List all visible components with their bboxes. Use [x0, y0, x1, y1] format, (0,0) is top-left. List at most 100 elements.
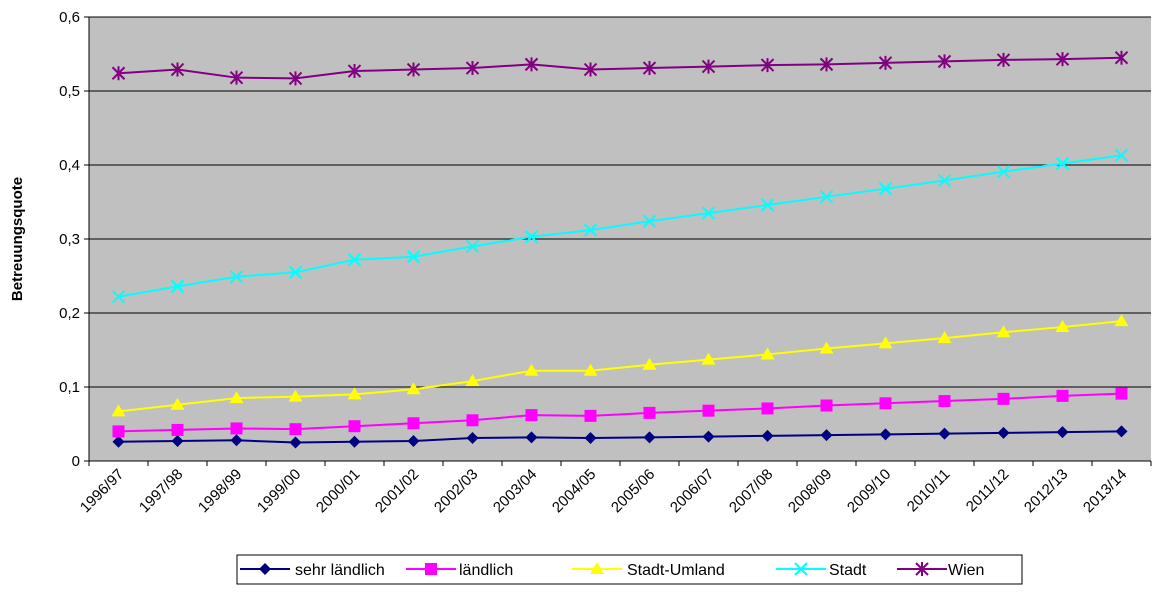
data-point [406, 250, 421, 264]
data-point [347, 64, 362, 79]
x-axis: 1996/97 1997/98 1998/99 1999/00 2000/01 2001/… [77, 460, 1152, 516]
data-point [583, 363, 598, 376]
x-tick-label: 2006/07 [667, 466, 717, 516]
data-point [937, 173, 952, 188]
x-tick-label: 2011/12 [963, 466, 1013, 516]
y-tick-label: 0,4 [59, 157, 80, 174]
data-point [642, 61, 657, 76]
x-tick-label: 2007/08 [726, 466, 776, 516]
data-point [289, 436, 302, 449]
data-point [112, 435, 125, 448]
data-point [170, 279, 185, 294]
x-tick-label: 2000/01 [313, 466, 363, 516]
gridlines [89, 16, 1151, 388]
data-point [643, 406, 656, 419]
data-point [229, 391, 244, 404]
data-point [465, 61, 480, 76]
y-tick-label: 0,6 [59, 9, 80, 26]
series-line [118, 430, 1122, 444]
series-group [111, 50, 1129, 86]
x-tick-label: 2005/06 [608, 466, 658, 516]
data-point [288, 71, 303, 86]
data-point [996, 325, 1011, 338]
series-group [112, 387, 1128, 438]
y-tick-label: 0,5 [59, 83, 80, 100]
data-point [288, 389, 303, 402]
data-point [915, 562, 929, 576]
legend-label: Stadt-Umland [627, 562, 725, 579]
data-point [525, 409, 538, 422]
data-point [878, 55, 893, 70]
data-point [289, 423, 302, 436]
data-point [1055, 320, 1070, 333]
data-point [347, 253, 362, 267]
legend-item: sehr ländlich [240, 562, 385, 579]
data-point [347, 387, 362, 400]
data-point [465, 239, 480, 254]
data-point [170, 397, 185, 410]
data-point [819, 341, 834, 354]
y-axis-title: Betreuungsquote [9, 177, 26, 301]
series-line [118, 56, 1122, 80]
data-point [584, 432, 597, 445]
data-point [525, 431, 538, 444]
legend-label: Wien [948, 562, 984, 579]
x-tick-label: 2004/05 [549, 466, 599, 516]
data-point [111, 290, 126, 304]
data-point [761, 429, 774, 442]
data-point [259, 563, 271, 575]
data-point [230, 434, 243, 447]
data-point [937, 54, 952, 69]
data-point [879, 397, 892, 410]
data-point [229, 70, 244, 85]
data-point [1114, 314, 1129, 327]
data-point [583, 223, 598, 237]
series-group [111, 148, 1129, 304]
x-tick-label: 1997/98 [136, 466, 186, 516]
legend-item: Stadt-Umland [572, 562, 725, 579]
data-point [820, 429, 833, 442]
data-point [878, 181, 893, 196]
data-point [1056, 389, 1069, 402]
y-tick-label: 0,1 [59, 379, 80, 396]
data-point [288, 265, 303, 280]
data-point [642, 357, 657, 370]
data-point [819, 57, 834, 72]
data-point [583, 62, 598, 77]
data-point [1055, 52, 1070, 67]
legend-label: Stadt [829, 562, 867, 579]
data-point [406, 382, 421, 395]
data-point [760, 198, 775, 212]
legend-label: sehr ländlich [295, 562, 385, 579]
data-point [701, 206, 716, 220]
data-point [112, 425, 125, 438]
data-point [466, 432, 479, 445]
data-point [997, 426, 1010, 439]
data-point [938, 427, 951, 440]
data-point [997, 392, 1010, 405]
legend-item: Stadt [776, 562, 867, 579]
data-point [1056, 426, 1069, 439]
data-point [1055, 156, 1070, 171]
y-tick-label: 0,3 [59, 231, 80, 248]
data-point [348, 420, 361, 433]
data-point [878, 336, 893, 349]
data-point [425, 563, 437, 575]
data-point [701, 59, 716, 74]
data-point [760, 347, 775, 360]
x-tick-label: 2008/09 [785, 466, 835, 516]
legend: sehr ländlich ländlich Stadt-Umland Stadt Wi… [236, 554, 1023, 585]
data-point [760, 58, 775, 73]
y-tick-label: 0,2 [59, 305, 80, 322]
data-point [524, 230, 539, 244]
data-point [230, 422, 243, 435]
data-point [702, 430, 715, 443]
series-group [112, 425, 1128, 449]
data-point [819, 190, 834, 204]
data-point [171, 423, 184, 436]
x-tick-label: 2009/10 [844, 466, 894, 516]
legend-label: ländlich [459, 562, 513, 579]
data-point [229, 270, 244, 284]
data-point [938, 395, 951, 408]
data-point [111, 66, 126, 81]
